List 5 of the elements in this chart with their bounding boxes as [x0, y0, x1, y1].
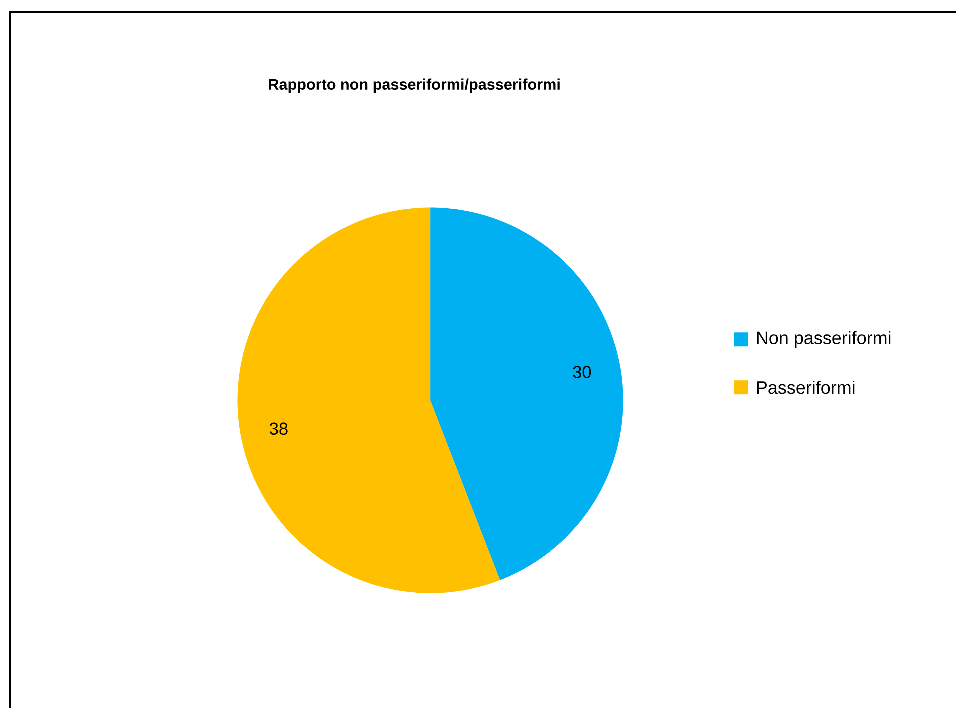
data-label: 38: [270, 422, 288, 435]
data-label: 30: [573, 366, 592, 378]
chart-title: Rapporto non passeriformi/passeriformi: [269, 78, 560, 93]
legend-label: Non passeriformi: [757, 331, 891, 348]
legend-label: Passeriformi: [757, 380, 855, 394]
